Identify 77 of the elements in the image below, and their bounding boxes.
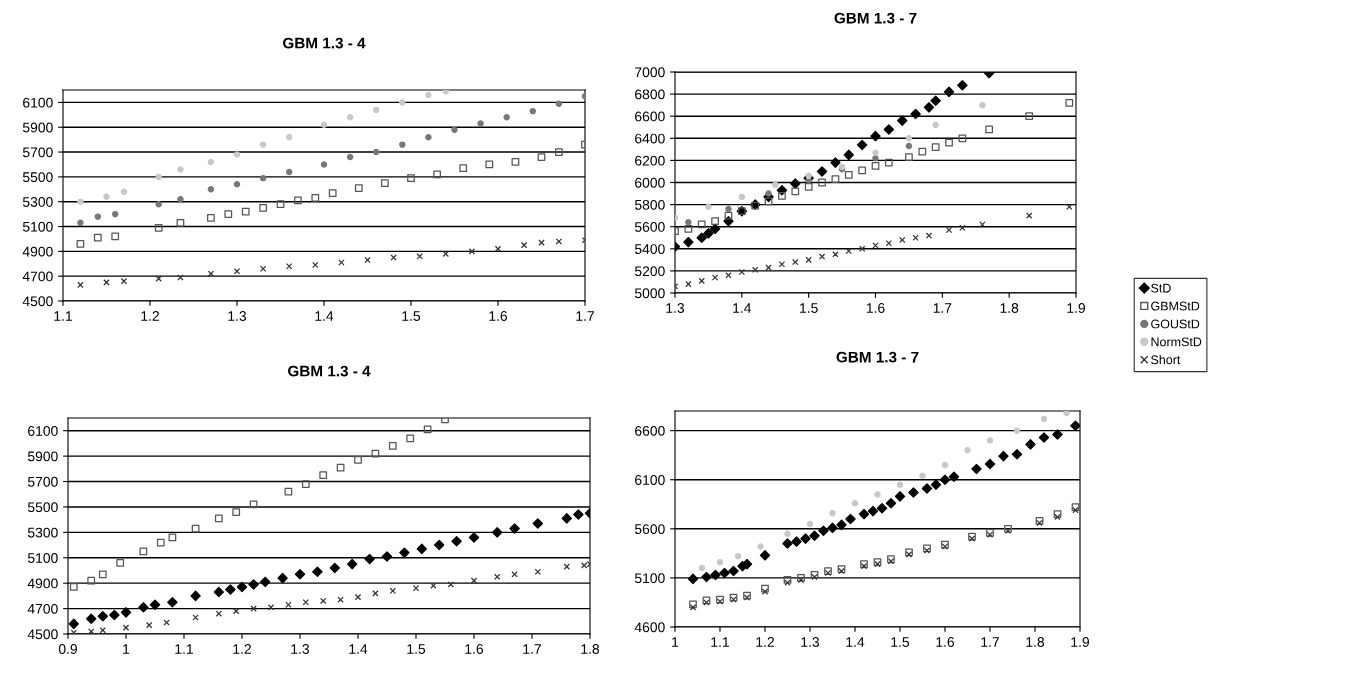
x-tick-label: 1.9: [1071, 637, 1089, 647]
x-tick-label: 1.7: [576, 311, 594, 321]
chart-title: GBM 1.3 - 7: [836, 351, 919, 363]
y-tick-label: 5500: [27, 502, 58, 513]
x-tick-label: 1.2: [233, 644, 251, 654]
y-tick-label: 5000: [634, 288, 665, 299]
y-tick-label: 4700: [22, 271, 53, 282]
x-tick-label: 1.9: [1067, 303, 1085, 313]
y-tick-label: 5700: [22, 147, 53, 158]
x-tick-label: 1.2: [756, 637, 774, 647]
x-tick-label: 1.3: [228, 311, 247, 321]
y-tick-label: 5100: [27, 553, 58, 563]
legend-label: GBMStD: [1151, 301, 1200, 311]
x-tick-label: 1.8: [1000, 303, 1019, 313]
y-tick-label: 4700: [27, 603, 58, 614]
x-tick-label: 1.7: [933, 303, 952, 313]
y-tick-label: 4500: [27, 629, 58, 640]
x-tick-label: 1.3: [291, 644, 310, 654]
y-tick-label: 6800: [635, 89, 665, 100]
y-tick-label: 5100: [22, 221, 53, 232]
x-tick-label: 1.2: [141, 311, 159, 321]
y-tick-label: 5300: [27, 527, 58, 538]
y-tick-label: 4900: [22, 246, 53, 257]
y-tick-label: 4900: [27, 578, 58, 589]
x-tick-label: 1.5: [800, 303, 818, 313]
x-tick-label: 1.6: [489, 311, 508, 321]
chart-title: GBM 1.3 - 4: [283, 37, 366, 49]
y-tick-label: 5900: [27, 451, 58, 462]
x-tick-label: 1.4: [349, 644, 368, 654]
x-tick-label: 1.5: [407, 644, 426, 654]
y-tick-label: 4500: [22, 296, 53, 307]
x-tick-label: 0.9: [58, 644, 77, 654]
y-tick-label: 5500: [22, 172, 53, 183]
y-tick-label: 6100: [28, 426, 58, 436]
x-tick-label: 1: [123, 644, 130, 654]
legend-label: NormStD: [1151, 337, 1202, 347]
y-tick-label: 5400: [634, 244, 665, 254]
x-tick-label: 1.4: [315, 311, 334, 321]
chart-title: GBM 1.3 - 7: [834, 12, 917, 24]
y-tick-label: 5700: [27, 476, 58, 487]
x-tick-label: 1.7: [523, 644, 541, 654]
x-tick-label: 1: [672, 637, 679, 647]
y-tick-label: 5200: [634, 266, 665, 277]
x-tick-label: 1.6: [465, 644, 484, 654]
y-tick-label: 6600: [635, 425, 665, 436]
x-tick-label: 1.4: [733, 303, 752, 313]
x-tick-label: 1.7: [981, 637, 999, 647]
y-tick-label: 6200: [635, 155, 665, 166]
y-tick-label: 7000: [635, 67, 665, 78]
legend-label: StD: [1151, 283, 1171, 293]
y-tick-label: 6100: [23, 97, 53, 108]
x-tick-label: 1.6: [866, 303, 885, 313]
y-tick-label: 5300: [22, 197, 53, 207]
x-tick-label: 1.1: [54, 311, 72, 321]
y-tick-label: 5100: [634, 573, 665, 584]
y-tick-label: 5800: [634, 199, 665, 210]
legend-label: Short: [1151, 354, 1181, 365]
x-tick-label: 1.4: [846, 637, 865, 647]
x-tick-label: 1.1: [711, 637, 729, 647]
y-tick-label: 4600: [634, 622, 665, 633]
x-tick-label: 1.1: [175, 644, 193, 654]
y-tick-label: 6400: [635, 133, 665, 144]
x-tick-label: 1.3: [801, 637, 820, 647]
x-tick-label: 1.6: [936, 637, 955, 647]
y-tick-label: 6000: [635, 177, 665, 188]
y-tick-label: 6600: [635, 111, 665, 122]
x-tick-label: 1.5: [891, 637, 910, 647]
x-tick-label: 1.5: [402, 311, 421, 321]
chart-title: GBM 1.3 - 4: [288, 365, 371, 377]
y-tick-label: 5600: [634, 222, 665, 232]
y-tick-label: 5900: [22, 122, 53, 133]
x-tick-label: 1.8: [1026, 637, 1045, 647]
x-tick-label: 1.3: [666, 303, 685, 313]
x-tick-label: 1.8: [581, 644, 600, 654]
y-tick-label: 5600: [634, 524, 665, 534]
y-tick-label: 6100: [635, 475, 665, 485]
legend-label: GOUStD: [1151, 319, 1200, 329]
